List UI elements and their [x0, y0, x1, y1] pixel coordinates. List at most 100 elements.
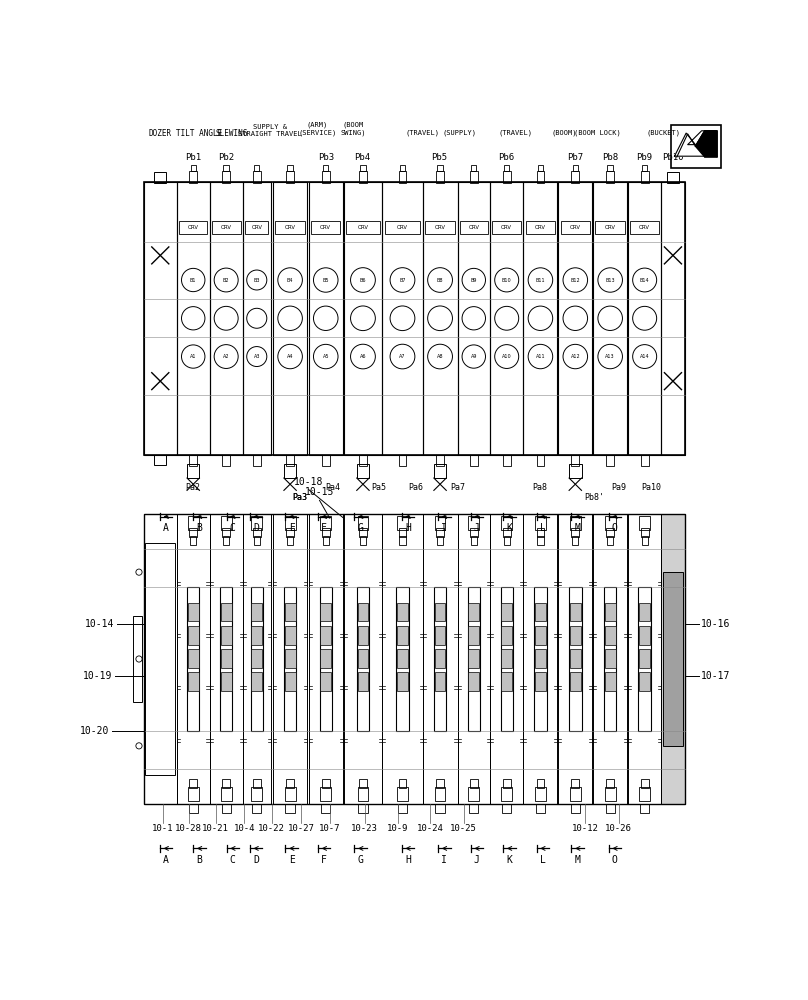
- Bar: [359, 171, 367, 183]
- Bar: [358, 804, 368, 813]
- Text: Pa8: Pa8: [532, 483, 547, 492]
- Bar: [187, 787, 199, 801]
- Bar: [154, 172, 166, 183]
- Bar: [460, 221, 488, 234]
- Text: Pa4: Pa4: [326, 483, 340, 492]
- Bar: [569, 464, 582, 478]
- Bar: [526, 221, 555, 234]
- Text: A10: A10: [502, 354, 511, 359]
- Text: B1: B1: [190, 278, 196, 283]
- Bar: [320, 672, 331, 691]
- Bar: [320, 787, 331, 801]
- Text: Pa3: Pa3: [292, 493, 307, 502]
- Bar: [243, 182, 271, 455]
- Bar: [561, 221, 590, 234]
- Bar: [357, 787, 368, 801]
- Bar: [323, 165, 329, 171]
- Bar: [179, 221, 207, 234]
- Bar: [639, 649, 650, 668]
- Bar: [253, 528, 261, 537]
- Text: ORV: ORV: [320, 225, 331, 230]
- Bar: [309, 514, 343, 804]
- Bar: [606, 171, 614, 183]
- Bar: [359, 528, 367, 537]
- Bar: [435, 603, 445, 621]
- Bar: [490, 514, 524, 804]
- Bar: [434, 464, 446, 478]
- Bar: [606, 528, 614, 537]
- Bar: [435, 516, 445, 530]
- Text: Pa3: Pa3: [292, 493, 307, 502]
- Text: I: I: [441, 855, 448, 865]
- Bar: [286, 528, 294, 537]
- Bar: [524, 182, 558, 455]
- Bar: [177, 514, 209, 804]
- Text: D: D: [253, 523, 259, 533]
- Text: A3: A3: [254, 354, 260, 359]
- Bar: [286, 455, 294, 466]
- Bar: [243, 514, 271, 804]
- Bar: [398, 779, 406, 788]
- Bar: [436, 455, 444, 466]
- Text: ORV: ORV: [221, 225, 232, 230]
- Bar: [187, 649, 199, 668]
- Bar: [397, 787, 408, 801]
- Bar: [437, 165, 443, 171]
- Bar: [221, 787, 232, 801]
- Bar: [606, 779, 614, 788]
- Bar: [638, 587, 651, 731]
- Bar: [639, 626, 650, 645]
- Text: ORV: ORV: [435, 225, 445, 230]
- Bar: [661, 514, 684, 804]
- Bar: [288, 165, 292, 171]
- Bar: [558, 182, 592, 455]
- Bar: [360, 536, 366, 545]
- Bar: [641, 171, 649, 183]
- Text: SUPPLY &
STRAIGHT TRAVEL: SUPPLY & STRAIGHT TRAVEL: [238, 124, 302, 137]
- Text: Pb10: Pb10: [663, 153, 684, 162]
- Bar: [343, 514, 382, 804]
- Bar: [322, 455, 330, 466]
- Text: A1: A1: [190, 354, 196, 359]
- Text: F: F: [322, 855, 327, 865]
- Bar: [571, 455, 579, 466]
- Bar: [571, 528, 579, 537]
- Bar: [286, 779, 294, 788]
- Bar: [254, 165, 259, 171]
- Bar: [492, 221, 521, 234]
- Text: J: J: [474, 855, 480, 865]
- Bar: [570, 649, 581, 668]
- Text: Pb1: Pb1: [185, 153, 201, 162]
- Bar: [322, 528, 330, 537]
- Bar: [385, 221, 420, 234]
- Text: B2: B2: [223, 278, 229, 283]
- Bar: [284, 672, 296, 691]
- Text: ORV: ORV: [570, 225, 581, 230]
- Bar: [285, 804, 295, 813]
- Bar: [640, 804, 650, 813]
- Bar: [245, 221, 268, 234]
- Bar: [534, 587, 547, 731]
- Bar: [284, 787, 296, 801]
- Bar: [154, 455, 166, 465]
- Text: G: G: [358, 523, 364, 533]
- Bar: [273, 514, 307, 804]
- Bar: [187, 587, 200, 731]
- Bar: [397, 672, 408, 691]
- Bar: [435, 649, 445, 668]
- Bar: [319, 587, 332, 731]
- Bar: [357, 464, 369, 478]
- Bar: [501, 603, 512, 621]
- Bar: [396, 587, 409, 731]
- Text: B: B: [196, 855, 202, 865]
- Bar: [145, 543, 175, 775]
- Bar: [309, 182, 343, 455]
- Text: J: J: [474, 523, 480, 533]
- Text: 10-12: 10-12: [572, 824, 599, 833]
- Text: L: L: [540, 855, 545, 865]
- Bar: [253, 171, 261, 183]
- Bar: [144, 182, 177, 455]
- Bar: [276, 221, 305, 234]
- Bar: [222, 171, 230, 183]
- Bar: [501, 516, 512, 530]
